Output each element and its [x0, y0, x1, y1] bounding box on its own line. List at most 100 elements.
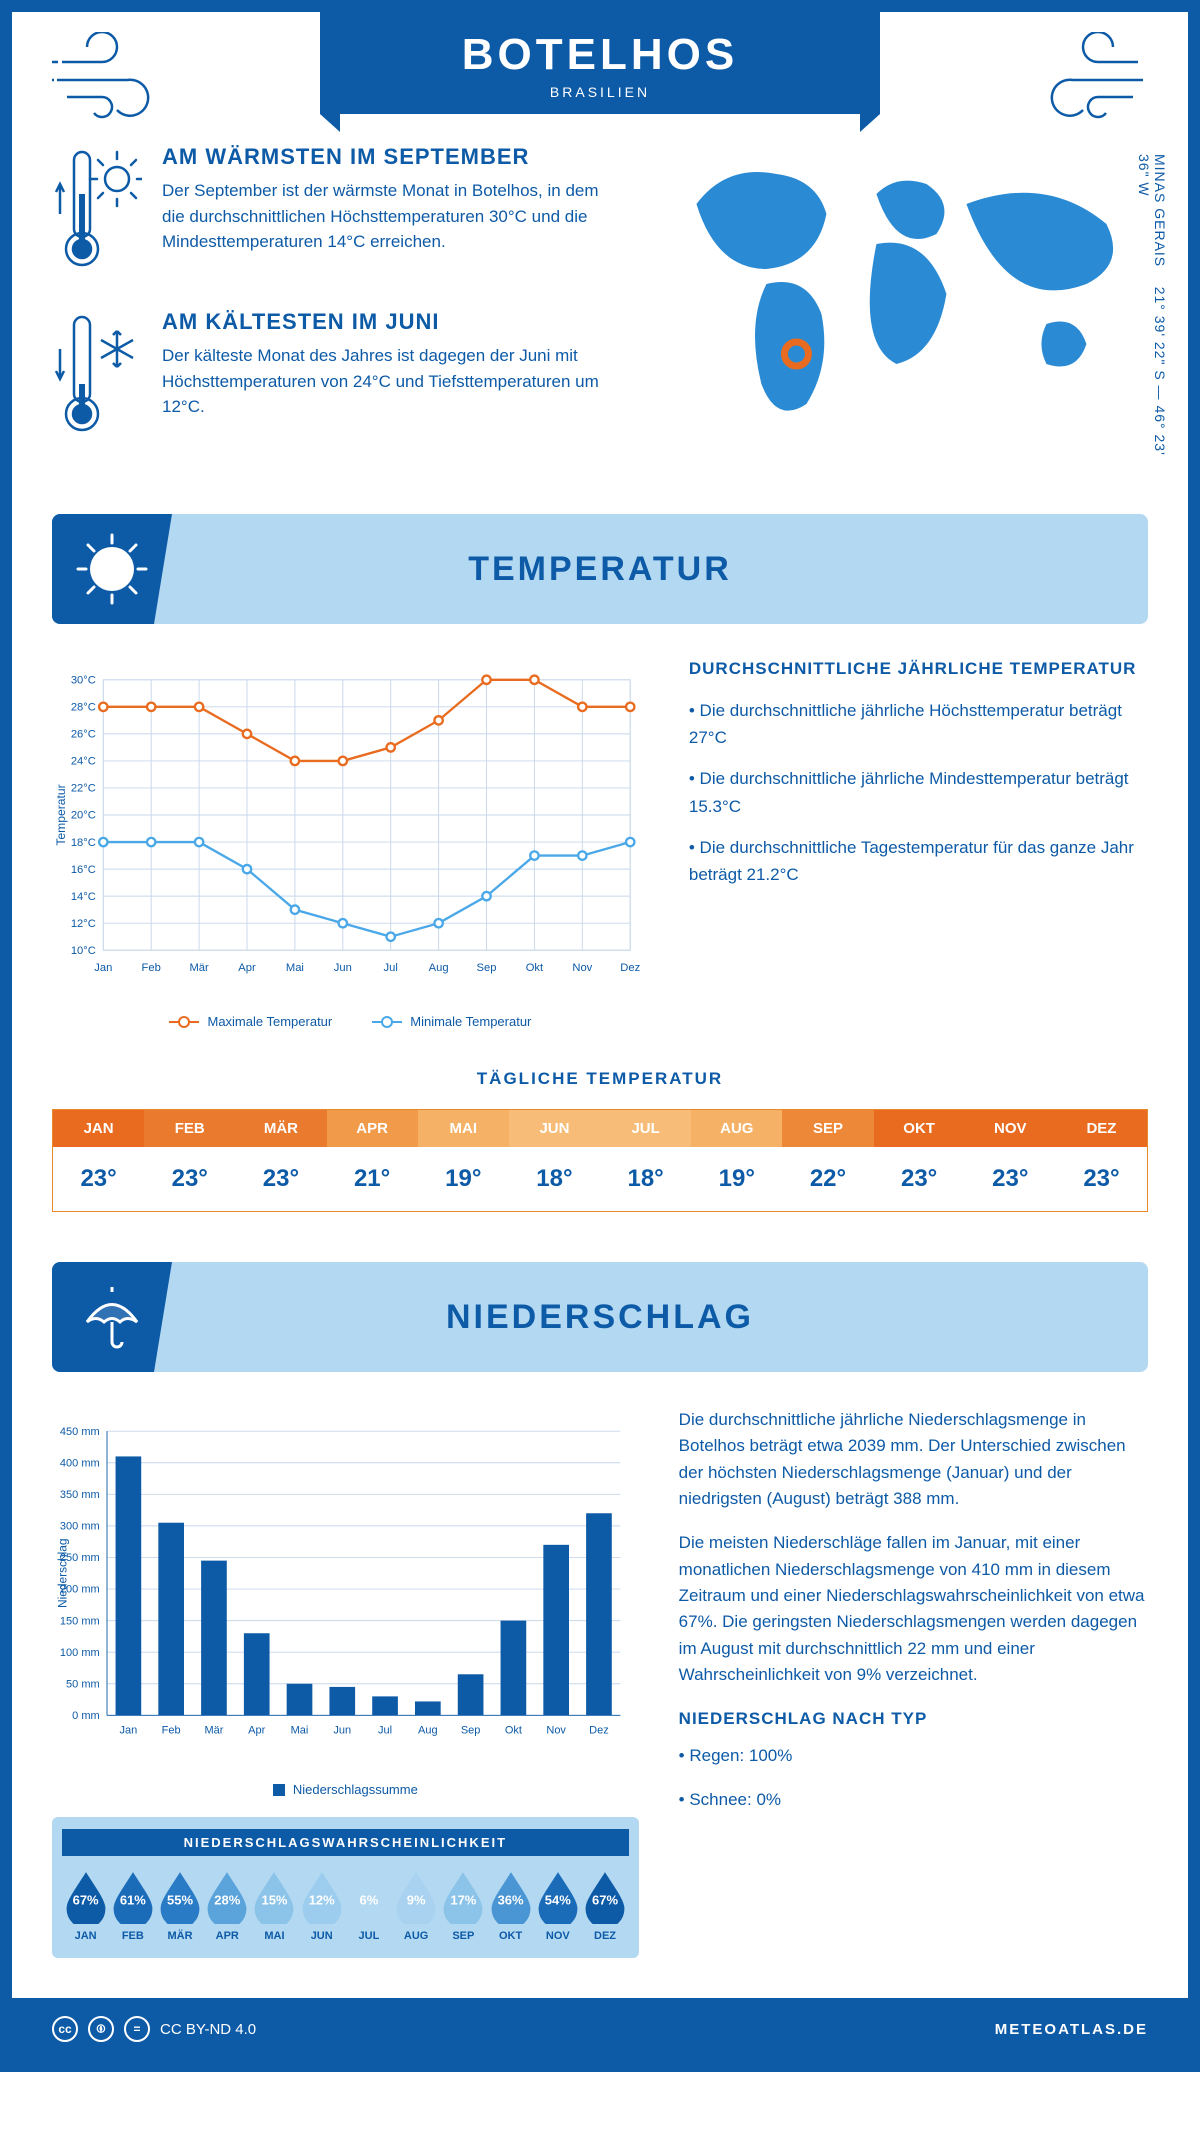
cold-title: AM KÄLTESTEN IM JUNI — [162, 309, 605, 335]
svg-text:Mai: Mai — [291, 1725, 309, 1737]
drop-item: 55% MÄR — [158, 1870, 202, 1942]
warm-text: Der September ist der wärmste Monat in B… — [162, 178, 605, 255]
svg-text:10°C: 10°C — [71, 945, 96, 957]
daily-temp-table: JAN 23° FEB 23° MÄR 23° APR 21° MAI 19° … — [52, 1109, 1148, 1212]
drop-item: 17% SEP — [441, 1870, 485, 1942]
svg-text:Niederschlag: Niederschlag — [56, 1538, 70, 1608]
warm-title: AM WÄRMSTEN IM SEPTEMBER — [162, 144, 605, 170]
precip-snow: • Schnee: 0% — [679, 1787, 1148, 1813]
svg-text:300 mm: 300 mm — [60, 1521, 100, 1533]
temp-legend: .lg-line:nth-child(1):before{border-colo… — [52, 1014, 649, 1029]
drop-item: 54% NOV — [536, 1870, 580, 1942]
cold-text: Der kälteste Monat des Jahres ist dagege… — [162, 343, 605, 420]
warm-fact: AM WÄRMSTEN IM SEPTEMBER Der September i… — [52, 144, 605, 279]
svg-text:400 mm: 400 mm — [60, 1457, 100, 1469]
svg-text:Mai: Mai — [286, 962, 304, 974]
temp-col: MÄR 23° — [235, 1110, 326, 1211]
coordinates: MINAS GERAIS 21° 39' 22" S — 46° 23' 36"… — [1136, 154, 1168, 474]
svg-text:12°C: 12°C — [71, 918, 96, 930]
svg-text:30°C: 30°C — [71, 675, 96, 687]
precip-probability-box: NIEDERSCHLAGSWAHRSCHEINLICHKEIT 67% JAN … — [52, 1817, 639, 1958]
svg-text:150 mm: 150 mm — [60, 1615, 100, 1627]
drop-item: 6% JUL — [347, 1870, 391, 1942]
drop-item: 15% MAI — [252, 1870, 296, 1942]
svg-text:Okt: Okt — [526, 962, 544, 974]
temp-bullet-3: • Die durchschnittliche Tagestemperatur … — [689, 834, 1148, 888]
prob-heading: NIEDERSCHLAGSWAHRSCHEINLICHKEIT — [62, 1829, 629, 1856]
svg-text:Nov: Nov — [546, 1725, 566, 1737]
svg-text:Nov: Nov — [572, 962, 592, 974]
svg-text:Jun: Jun — [333, 1725, 351, 1737]
drop-item: 67% JAN — [64, 1870, 108, 1942]
drop-item: 61% FEB — [111, 1870, 155, 1942]
drop-item: 12% JUN — [300, 1870, 344, 1942]
page-title: BOTELHOS — [320, 30, 880, 80]
temp-bullet-2: • Die durchschnittliche jährliche Mindes… — [689, 765, 1148, 819]
svg-text:Aug: Aug — [429, 962, 449, 974]
svg-text:Mär: Mär — [189, 962, 209, 974]
temp-col: JUL 18° — [600, 1110, 691, 1211]
precip-rain: • Regen: 100% — [679, 1743, 1148, 1769]
svg-text:22°C: 22°C — [71, 783, 96, 795]
svg-text:0 mm: 0 mm — [72, 1710, 100, 1722]
svg-text:20°C: 20°C — [71, 810, 96, 822]
sun-icon — [72, 529, 152, 609]
svg-text:Jul: Jul — [384, 962, 398, 974]
svg-text:50 mm: 50 mm — [66, 1678, 100, 1690]
svg-text:Apr: Apr — [238, 962, 256, 974]
precip-type-heading: NIEDERSCHLAG NACH TYP — [679, 1706, 1148, 1732]
svg-text:24°C: 24°C — [71, 756, 96, 768]
svg-text:350 mm: 350 mm — [60, 1489, 100, 1501]
temp-col: JAN 23° — [53, 1110, 144, 1211]
precip-para-2: Die meisten Niederschläge fallen im Janu… — [679, 1530, 1148, 1688]
svg-text:Aug: Aug — [418, 1725, 438, 1737]
cc-icon: cc — [52, 2016, 78, 2042]
temp-col: FEB 23° — [144, 1110, 235, 1211]
temp-section-header: TEMPERATUR — [52, 514, 1148, 624]
svg-text:Jun: Jun — [334, 962, 352, 974]
svg-text:Jul: Jul — [378, 1725, 392, 1737]
svg-text:28°C: 28°C — [71, 702, 96, 714]
temp-col: SEP 22° — [782, 1110, 873, 1211]
svg-text:Temperatur: Temperatur — [54, 784, 68, 845]
temp-text-heading: DURCHSCHNITTLICHE JÄHRLICHE TEMPERATUR — [689, 659, 1148, 679]
precip-heading: NIEDERSCHLAG — [446, 1298, 754, 1337]
svg-text:450 mm: 450 mm — [60, 1426, 100, 1438]
temperature-line-chart: 10°C 12°C 14°C 16°C 18°C 20°C 22°C 24°C 26°C 28°C… — [52, 659, 649, 999]
temp-col: APR 21° — [327, 1110, 418, 1211]
wind-icon — [1018, 32, 1148, 122]
page-subtitle: BRASILIEN — [320, 84, 880, 100]
thermometer-cold-icon — [52, 309, 142, 439]
drop-item: 28% APR — [205, 1870, 249, 1942]
svg-text:Sep: Sep — [461, 1725, 481, 1737]
temp-col: JUN 18° — [509, 1110, 600, 1211]
umbrella-icon — [72, 1277, 152, 1357]
daily-temp-heading: TÄGLICHE TEMPERATUR — [52, 1069, 1148, 1089]
temp-heading: TEMPERATUR — [468, 550, 732, 589]
drop-item: 36% OKT — [489, 1870, 533, 1942]
svg-text:Feb: Feb — [142, 962, 161, 974]
svg-text:Feb: Feb — [162, 1725, 181, 1737]
svg-text:Jan: Jan — [120, 1725, 138, 1737]
temp-col: NOV 23° — [965, 1110, 1056, 1211]
svg-text:Sep: Sep — [477, 962, 497, 974]
svg-text:18°C: 18°C — [71, 837, 96, 849]
by-icon: 🅯 — [88, 2016, 114, 2042]
svg-text:Dez: Dez — [589, 1725, 609, 1737]
title-banner: BOTELHOS BRASILIEN — [320, 12, 880, 114]
svg-text:Apr: Apr — [248, 1725, 265, 1737]
svg-text:16°C: 16°C — [71, 864, 96, 876]
drop-item: 9% AUG — [394, 1870, 438, 1942]
svg-text:Jan: Jan — [94, 962, 112, 974]
footer: cc 🅯 = CC BY-ND 4.0 METEOATLAS.DE — [12, 1998, 1188, 2060]
svg-text:26°C: 26°C — [71, 729, 96, 741]
svg-text:Okt: Okt — [505, 1725, 522, 1737]
thermometer-hot-icon — [52, 144, 142, 274]
nd-icon: = — [124, 2016, 150, 2042]
svg-text:Dez: Dez — [620, 962, 640, 974]
temp-col: MAI 19° — [418, 1110, 509, 1211]
precip-section-header: NIEDERSCHLAG — [52, 1262, 1148, 1372]
wind-icon — [52, 32, 182, 122]
drop-item: 67% DEZ — [583, 1870, 627, 1942]
svg-text:14°C: 14°C — [71, 891, 96, 903]
